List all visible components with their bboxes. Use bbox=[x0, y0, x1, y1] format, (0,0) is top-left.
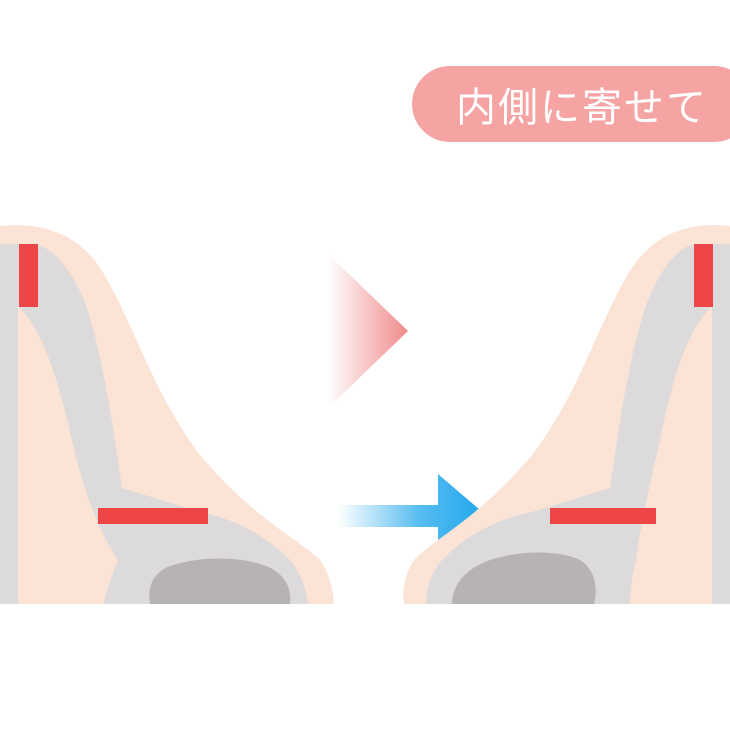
caption-pill: 内側に寄せて bbox=[412, 66, 730, 142]
before-inner-skin bbox=[18, 306, 118, 604]
before-horizontal-marker bbox=[98, 508, 208, 524]
before-nostril bbox=[149, 558, 291, 604]
after-vertical-marker bbox=[694, 244, 713, 307]
before-nose bbox=[0, 225, 334, 604]
before-vertical-marker bbox=[19, 244, 38, 307]
after-nostril bbox=[452, 552, 596, 604]
caption-text: 内側に寄せて bbox=[456, 85, 708, 131]
after-horizontal-marker bbox=[550, 508, 656, 524]
after-inner-skin bbox=[630, 306, 712, 604]
chevron-right-icon bbox=[328, 254, 408, 408]
after-nose bbox=[403, 225, 730, 604]
